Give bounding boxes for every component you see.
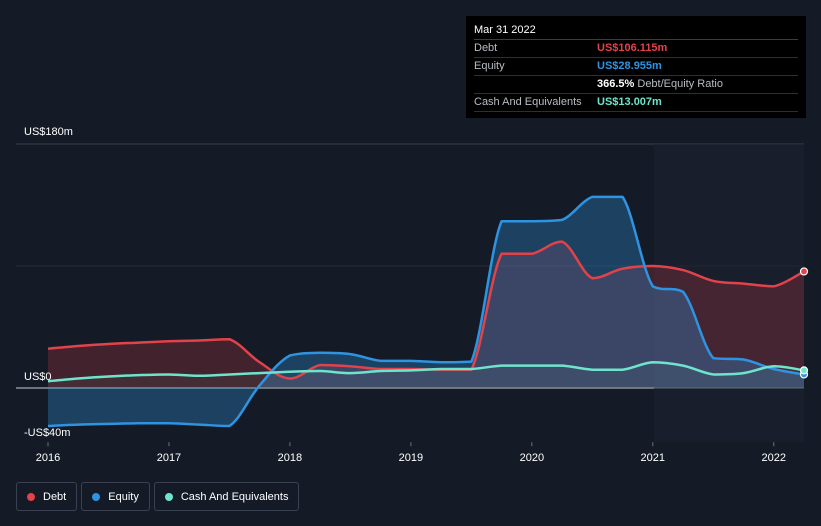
tooltip-ratio-suffix: Debt/Equity Ratio [634,78,723,90]
legend-dot-debt-icon [27,492,35,501]
x-tick-label: 2017 [157,452,181,464]
tooltip-label-debt: Debt [474,42,498,54]
tooltip-value-cash: US$13.007m [597,96,662,108]
grid-lines [16,143,804,443]
legend-label-equity: Equity [108,490,139,503]
y-label-top: US$180m [24,126,73,138]
legend-label-cash: Cash And Equivalents [180,490,289,503]
x-tick-label: 2018 [278,452,302,464]
series-lines [47,195,805,428]
x-tick-label: 2020 [520,452,544,464]
legend-dot-cash-icon [164,492,173,501]
tooltip-label-ratio [474,76,597,93]
x-tick-label: 2021 [641,452,665,464]
tooltip-label-cash: Cash And Equivalents [474,96,582,108]
tooltip-value-debt: US$106.115m [597,42,668,54]
x-tick-label: 2016 [36,452,60,464]
x-tick-label: 2022 [762,452,786,464]
tooltip-panel: Mar 31 2022 Debt US$106.115m Equity US$2… [466,16,806,118]
y-label-zero: US$0 [24,371,52,383]
tooltip-row-ratio: 366.5% Debt/Equity Ratio [474,75,798,93]
area-debt [48,241,804,388]
legend-label-debt: Debt [43,490,67,503]
end-marker-debt [799,267,809,276]
legend-item-debt[interactable]: Debt [16,482,78,511]
x-tick-label: 2019 [399,452,423,464]
tooltip-label-equity: Equity [474,60,505,72]
tooltip-row-debt: Debt US$106.115m [474,39,798,57]
tooltip-date: Mar 31 2022 [474,24,536,36]
line-cash [47,360,805,383]
tooltip-value-equity: US$28.955m [597,60,662,72]
legend-item-equity[interactable]: Equity [81,482,150,511]
end-markers [799,267,809,379]
y-label-bottom: -US$40m [24,427,70,439]
tooltip-row-cash: Cash And Equivalents US$13.007m [474,93,798,112]
recent-period-band [654,144,804,443]
legend-item-cash[interactable]: Cash And Equivalents [153,482,300,511]
line-equity [47,195,805,428]
tooltip-row-equity: Equity US$28.955m [474,57,798,75]
tooltip-ratio-group: 366.5% Debt/Equity Ratio [597,76,723,93]
legend-dot-equity-icon [92,492,101,501]
chart-legend: Debt Equity Cash And Equivalents [16,482,303,511]
tooltip-value-ratio: 366.5% [597,78,635,90]
x-tick-labels: 2016 2017 2018 2019 2020 2021 2022 [36,442,786,464]
area-cash [48,362,804,388]
end-marker-cash [799,366,809,375]
